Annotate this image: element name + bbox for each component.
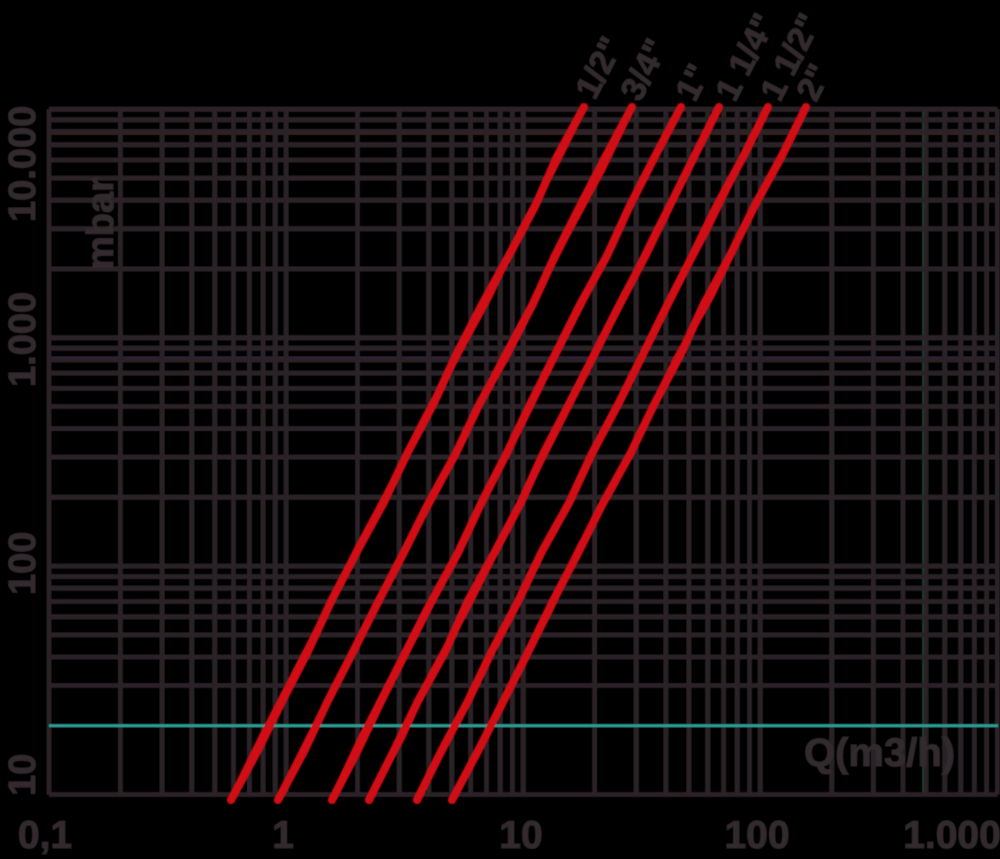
svg-text:mbar: mbar: [80, 177, 122, 270]
svg-text:1: 1: [272, 814, 294, 857]
svg-text:100: 100: [724, 814, 789, 857]
svg-text:1.000: 1.000: [903, 814, 1000, 857]
svg-text:10: 10: [499, 814, 542, 857]
svg-text:100: 100: [2, 532, 44, 595]
svg-text:10: 10: [2, 754, 44, 796]
svg-text:1.000: 1.000: [2, 292, 44, 387]
svg-text:0,1: 0,1: [18, 814, 72, 857]
svg-text:Q(m3/h): Q(m3/h): [804, 731, 955, 775]
svg-text:10.000: 10.000: [2, 106, 44, 222]
